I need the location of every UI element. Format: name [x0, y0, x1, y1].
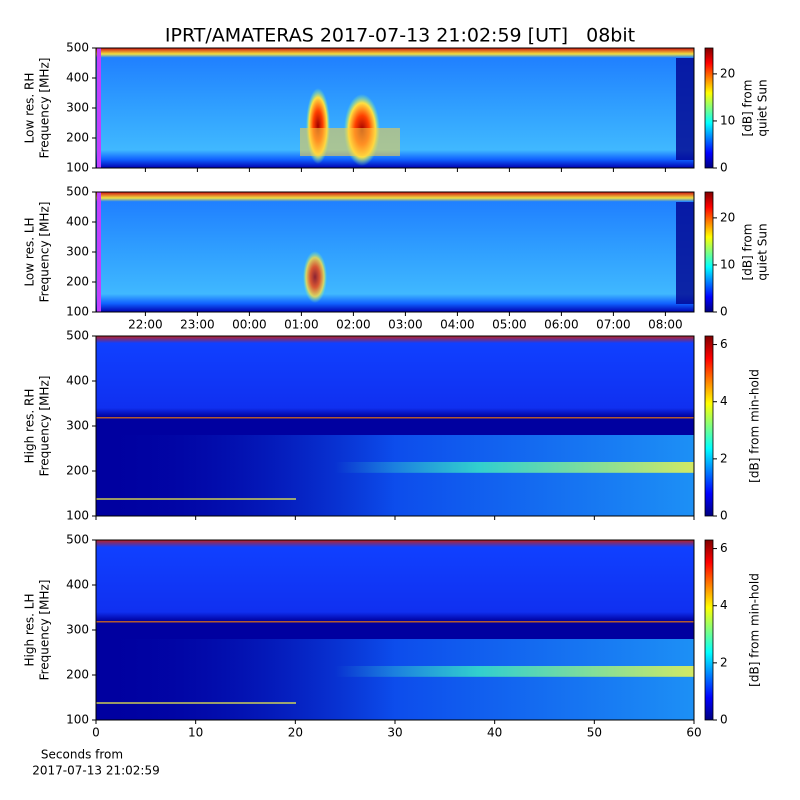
y-tick-label: 500	[66, 185, 89, 199]
x-tick-label: 20	[288, 726, 303, 740]
colorbar-tick-label: 0	[720, 305, 728, 319]
x-tick-label: 00:00	[232, 318, 267, 332]
colorbar-label: [dB] from	[741, 80, 755, 137]
band	[335, 666, 694, 677]
y-tick-label: 100	[66, 305, 89, 319]
colorbar-tick-label: 0	[720, 713, 728, 727]
colorbar-label: quiet Sun	[756, 223, 770, 280]
colorbar-tick-label: 6	[720, 337, 728, 351]
x-tick-label: 10	[188, 726, 203, 740]
x-tick-label: 08:00	[648, 318, 683, 332]
colorbar-tick-label: 2	[720, 451, 728, 465]
spectrogram-edge	[676, 58, 694, 160]
x-axis-label: 2017-07-13 21:02:59	[32, 764, 159, 778]
colorbar-tick-label: 0	[720, 509, 728, 523]
y-axis-label: High res. LH	[23, 593, 37, 666]
x-tick-label: 0	[92, 726, 100, 740]
y-tick-label: 400	[66, 578, 89, 592]
x-tick-label: 06:00	[544, 318, 579, 332]
figure-title: IPRT/AMATERAS 2017-07-13 21:02:59 [UT] 0…	[165, 25, 635, 47]
colorbar	[704, 191, 714, 313]
y-tick-label: 500	[66, 41, 89, 55]
y-tick-label: 400	[66, 374, 89, 388]
colorbar-tick-label: 20	[720, 66, 735, 80]
x-tick-label: 60	[686, 726, 701, 740]
y-axis-label: Frequency [MHz]	[38, 202, 52, 303]
colorbar	[704, 539, 714, 721]
y-axis-label: Low res. LH	[23, 217, 37, 286]
y-tick-label: 100	[66, 509, 89, 523]
x-tick-label: 40	[487, 726, 502, 740]
y-tick-label: 300	[66, 419, 89, 433]
y-axis-label: Frequency [MHz]	[38, 376, 52, 477]
colorbar-tick-label: 6	[720, 541, 728, 555]
y-axis-label: Low res. RH	[23, 73, 37, 144]
y-tick-label: 200	[66, 131, 89, 145]
y-tick-label: 500	[66, 329, 89, 343]
y-tick-label: 200	[66, 668, 89, 682]
y-tick-label: 300	[66, 245, 89, 259]
colorbar-tick-label: 20	[720, 210, 735, 224]
x-axis-label: Seconds from	[41, 748, 123, 762]
colorbar	[704, 47, 714, 169]
x-tick-label: 23:00	[180, 318, 215, 332]
y-tick-label: 500	[66, 533, 89, 547]
spectrogram	[96, 192, 694, 312]
line-feature	[96, 621, 694, 623]
y-tick-label: 200	[66, 464, 89, 478]
y-axis-label: Frequency [MHz]	[38, 580, 52, 681]
y-tick-label: 400	[66, 71, 89, 85]
colorbar-tick-label: 2	[720, 655, 728, 669]
y-tick-label: 200	[66, 275, 89, 289]
y-axis-label: High res. RH	[23, 389, 37, 464]
band	[96, 639, 694, 720]
burst	[300, 128, 400, 156]
y-tick-label: 300	[66, 101, 89, 115]
colorbar-label: [dB] from min-hold	[748, 573, 762, 687]
line-feature	[96, 417, 694, 419]
x-tick-label: 02:00	[336, 318, 371, 332]
x-tick-label: 50	[587, 726, 602, 740]
line-feature	[96, 498, 296, 500]
y-tick-label: 300	[66, 623, 89, 637]
y-tick-label: 100	[66, 713, 89, 727]
x-tick-label: 04:00	[440, 318, 475, 332]
spectrogram-edge	[676, 202, 694, 304]
colorbar-tick-label: 0	[720, 161, 728, 175]
colorbar-tick-label: 10	[720, 257, 735, 271]
band	[96, 435, 694, 516]
x-tick-label: 22:00	[128, 318, 163, 332]
y-tick-label: 400	[66, 215, 89, 229]
spectrogram-edge	[97, 192, 101, 312]
colorbar-label: quiet Sun	[756, 79, 770, 136]
colorbar	[704, 335, 714, 517]
x-tick-label: 01:00	[284, 318, 319, 332]
colorbar-tick-label: 4	[720, 598, 728, 612]
x-tick-label: 05:00	[492, 318, 527, 332]
line-feature	[96, 702, 296, 704]
x-tick-label: 30	[387, 726, 402, 740]
x-tick-label: 07:00	[596, 318, 631, 332]
colorbar-label: [dB] from	[741, 224, 755, 281]
colorbar-label: [dB] from min-hold	[748, 369, 762, 483]
colorbar-tick-label: 10	[720, 113, 735, 127]
burst	[303, 251, 327, 303]
y-axis-label: Frequency [MHz]	[38, 58, 52, 159]
spectrogram-edge	[97, 48, 101, 168]
y-tick-label: 100	[66, 161, 89, 175]
x-tick-label: 03:00	[388, 318, 423, 332]
band	[335, 462, 694, 473]
colorbar-tick-label: 4	[720, 394, 728, 408]
